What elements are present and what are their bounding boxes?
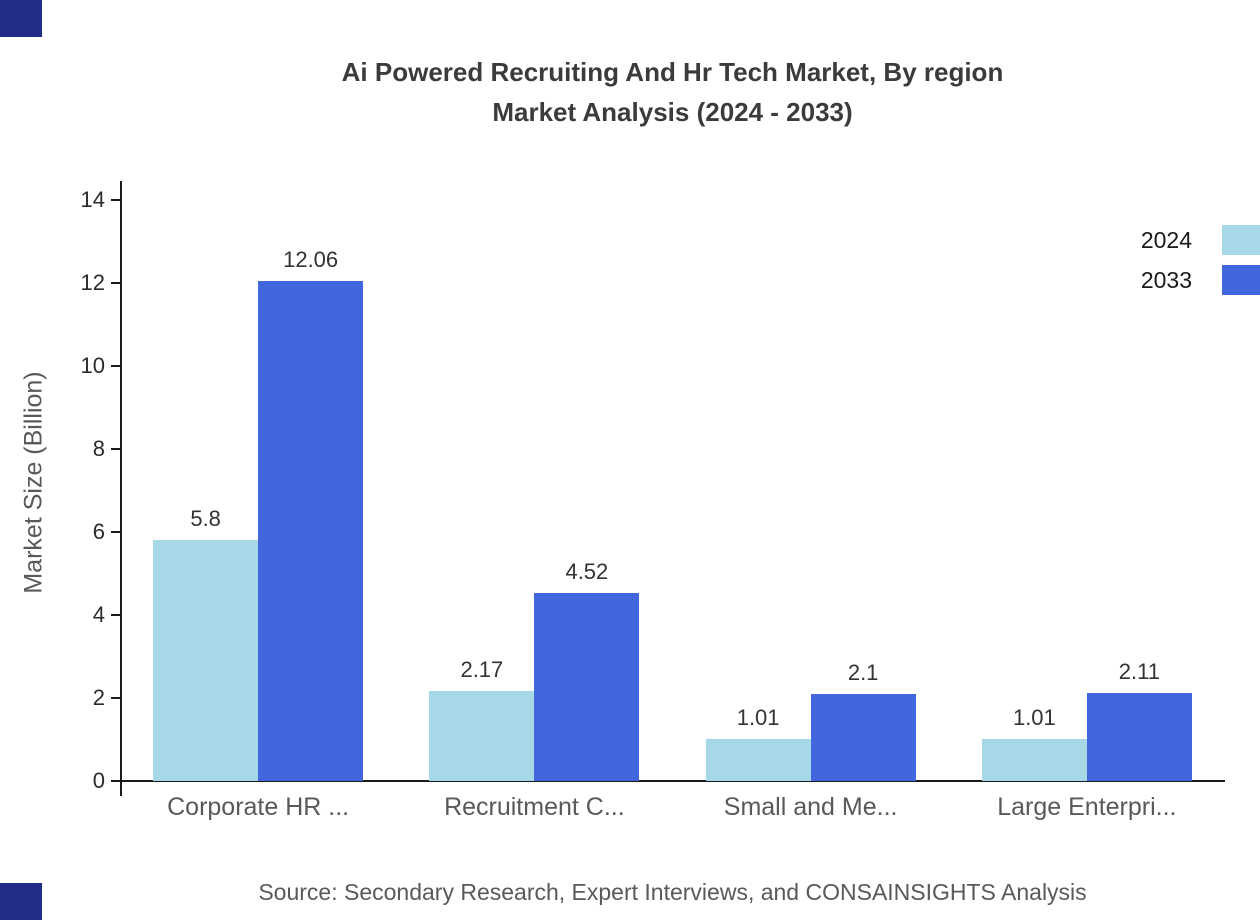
bar-group: 5.8 12.06 xyxy=(120,185,396,781)
y-tick-mark xyxy=(111,282,120,284)
plot-area: 0 2 4 6 8 10 12 14 5.8 12.06 2.17 4.52 1.01 2.1 1.01 2… xyxy=(81,181,1225,796)
y-tick-label: 4 xyxy=(92,602,105,627)
legend-row: 2033 xyxy=(1141,260,1260,300)
y-tick-label: 2 xyxy=(92,685,105,710)
y-axis-line xyxy=(120,181,122,795)
chart-title: Ai Powered Recruiting And Hr Tech Market… xyxy=(120,52,1225,132)
bar-value-label: 1.01 xyxy=(1012,705,1056,731)
corner-mark-top-left xyxy=(0,0,42,37)
bar-value-label: 4.52 xyxy=(565,559,609,585)
legend: 2024 2033 xyxy=(1141,220,1260,300)
y-tick-mark xyxy=(111,531,120,533)
bar-group: 2.17 4.52 xyxy=(396,185,672,781)
bar-2024: 2.17 xyxy=(429,657,535,781)
bar-2024: 1.01 xyxy=(981,705,1087,781)
bar-2033: 2.11 xyxy=(1086,659,1192,781)
bar-value-label: 5.8 xyxy=(190,506,221,532)
legend-row: 2024 xyxy=(1141,220,1260,260)
x-category-label: Corporate HR ... xyxy=(167,793,350,821)
y-tick-label: 10 xyxy=(80,353,105,378)
bar-2033: 12.06 xyxy=(258,247,364,781)
bar-value-label: 2.1 xyxy=(847,659,879,685)
bar-2024: 5.8 xyxy=(153,506,259,781)
legend-label: 2024 xyxy=(1140,226,1192,253)
chart-title-line2: Market Analysis (2024 - 2033) xyxy=(492,97,853,127)
corner-mark-bottom-left xyxy=(0,883,42,920)
y-tick-label: 12 xyxy=(80,270,105,295)
bar-2033: 2.1 xyxy=(810,660,916,781)
legend-swatch xyxy=(1222,265,1260,295)
bars-container: 5.8 12.06 2.17 4.52 1.01 2.1 1.01 2.11 xyxy=(120,185,1225,781)
y-tick-mark xyxy=(111,697,120,699)
y-tick-label: 6 xyxy=(92,519,105,544)
y-tick-mark xyxy=(111,614,120,616)
x-category-label: Large Enterpri... xyxy=(997,793,1177,821)
bar-2033: 4.52 xyxy=(534,559,640,781)
y-tick-label: 14 xyxy=(80,187,105,212)
y-tick-label: 0 xyxy=(92,768,105,793)
x-category-label: Recruitment C... xyxy=(444,793,625,821)
bar-value-label: 1.01 xyxy=(736,705,780,731)
x-axis-line xyxy=(120,780,1225,782)
bar-2024: 1.01 xyxy=(705,705,811,781)
x-category-label: Small and Me... xyxy=(723,793,898,821)
y-tick-label: 8 xyxy=(92,436,105,461)
bar-value-label: 2.11 xyxy=(1118,659,1160,685)
source-note: Source: Secondary Research, Expert Inter… xyxy=(258,879,1087,905)
legend-swatch xyxy=(1222,225,1260,255)
x-axis-start-tick xyxy=(120,781,122,796)
chart-title-line1: Ai Powered Recruiting And Hr Tech Market… xyxy=(341,57,1004,87)
bar-value-label: 12.06 xyxy=(283,246,339,272)
legend-label: 2033 xyxy=(1140,266,1192,293)
y-tick-mark xyxy=(111,780,120,782)
y-tick-mark xyxy=(111,365,120,367)
x-axis-category-labels: Corporate HR ... Recruitment C... Small an… xyxy=(120,793,1225,822)
bar-value-label: 2.17 xyxy=(460,656,504,682)
y-tick-mark xyxy=(111,199,120,201)
bar-group: 1.01 2.1 xyxy=(673,185,949,781)
y-tick-mark xyxy=(111,448,120,450)
bar-group: 1.01 2.11 xyxy=(949,185,1225,781)
